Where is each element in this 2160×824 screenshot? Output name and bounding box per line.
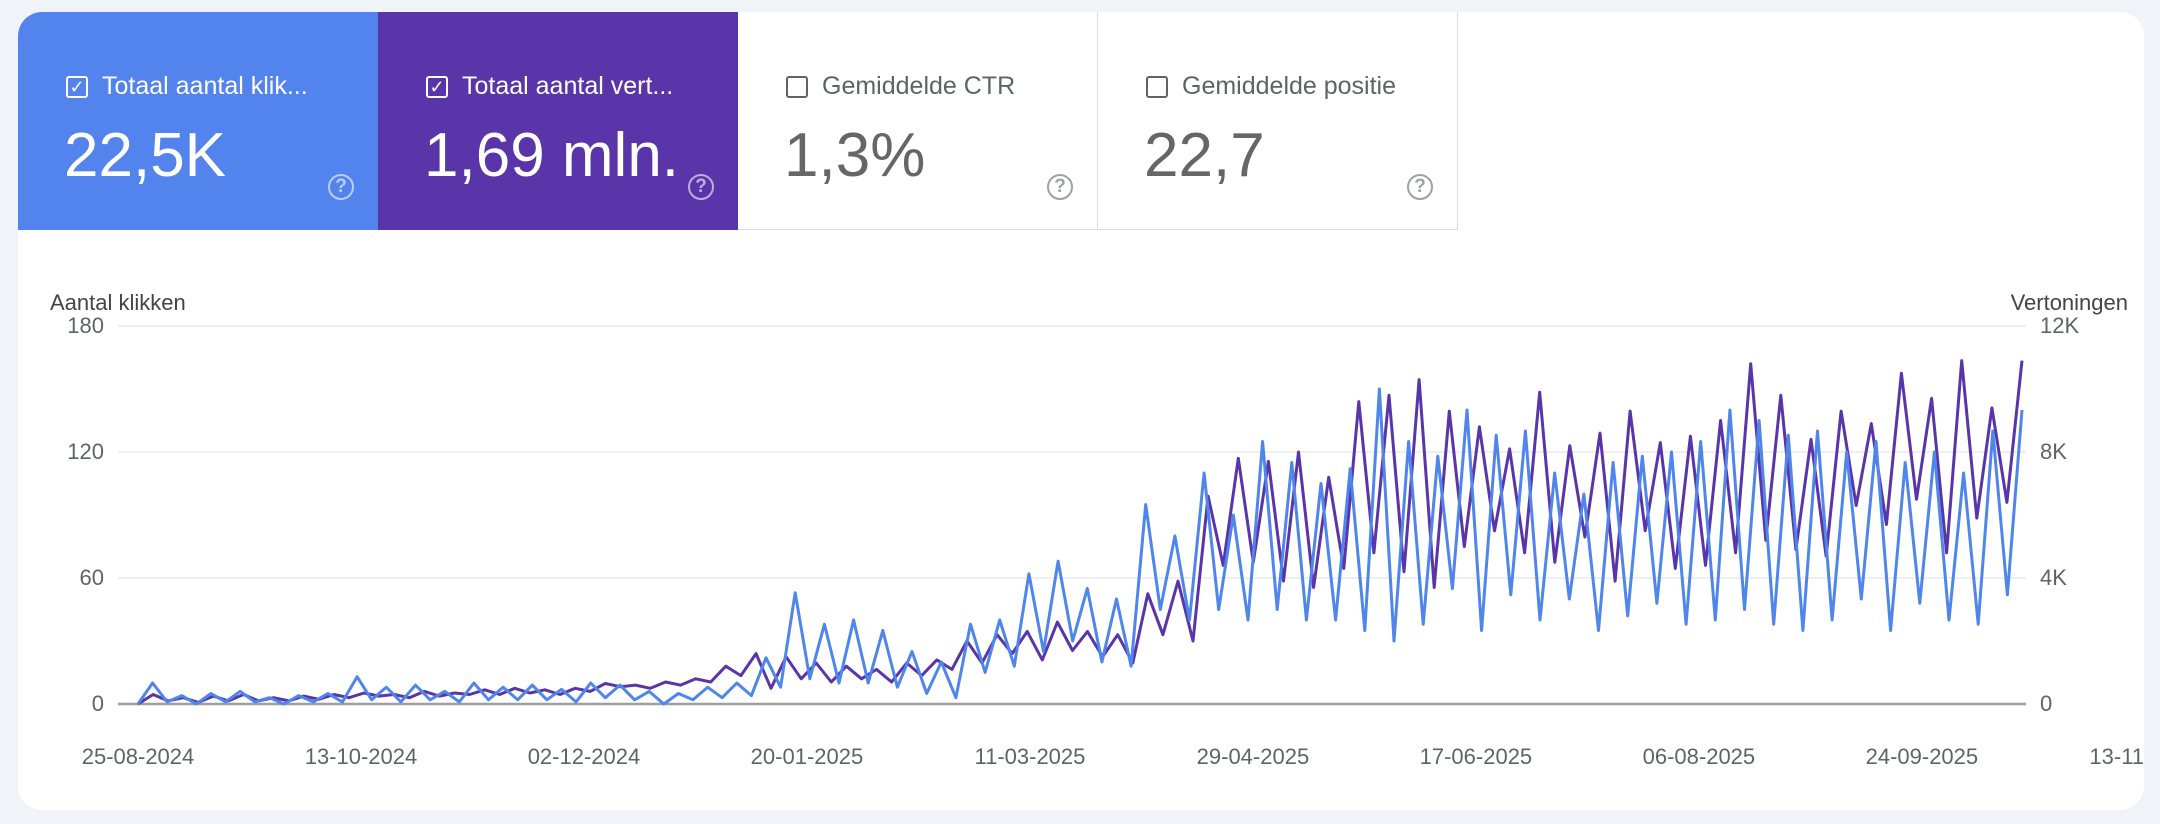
x-tick-label: 24-09-2025 [1865, 744, 1979, 769]
help-icon[interactable]: ? [1047, 174, 1073, 200]
help-icon[interactable]: ? [1407, 174, 1433, 200]
card-header: Gemiddelde CTR [786, 72, 1015, 101]
performance-chart [118, 325, 2026, 706]
x-tick-label: 02-12-2024 [527, 744, 641, 769]
x-tick-label: 11-03-2025 [974, 744, 1086, 769]
card-value: 22,5K [64, 121, 227, 190]
card-label: Totaal aantal klik... [102, 72, 308, 100]
left-tick-label: 0 [91, 691, 104, 716]
metric-card-ctr[interactable]: Gemiddelde CTR 1,3% ? [738, 12, 1098, 230]
right-tick-label: 12K [2040, 313, 2080, 338]
card-header: ✓ Totaal aantal vert... [426, 72, 673, 101]
right-tick-label: 8K [2040, 439, 2067, 464]
card-value: 22,7 [1144, 121, 1265, 190]
clicks-series-line [136, 387, 2024, 706]
card-label: Gemiddelde positie [1182, 72, 1397, 100]
card-value: 1,69 mln. [424, 121, 680, 190]
metric-card-impressions[interactable]: ✓ Totaal aantal vert... 1,69 mln. ? [378, 12, 738, 230]
card-value: 1,3% [784, 121, 926, 190]
right-tick-label: 0 [2040, 691, 2053, 716]
help-icon[interactable]: ? [328, 174, 354, 200]
card-header: ✓ Totaal aantal klik... [66, 72, 308, 101]
left-axis-title: Aantal klikken [50, 290, 186, 315]
checkbox-checked-icon[interactable]: ✓ [66, 75, 88, 98]
metric-card-position[interactable]: Gemiddelde positie 22,7 ? [1098, 12, 1458, 230]
x-tick-label: 17-06-2025 [1419, 744, 1533, 769]
metric-card-clicks[interactable]: ✓ Totaal aantal klik... 22,5K ? [18, 12, 378, 230]
card-header: Gemiddelde positie [1146, 72, 1396, 101]
x-tick-label: 06-08-2025 [1642, 744, 1756, 769]
x-tick-label: 29-04-2025 [1196, 744, 1310, 769]
left-tick-label: 180 [67, 313, 104, 338]
checkbox-checked-icon[interactable]: ✓ [426, 75, 448, 98]
help-icon[interactable]: ? [688, 174, 714, 200]
x-tick-label: 13-10-2024 [304, 744, 418, 769]
right-tick-label: 4K [2040, 565, 2067, 590]
metric-cards: ✓ Totaal aantal klik... 22,5K ? ✓ Totaal a… [18, 12, 1458, 230]
right-axis-title: Vertoningen [2010, 290, 2128, 315]
x-tick-label: 25-08-2024 [81, 744, 195, 769]
left-tick-label: 60 [79, 565, 104, 590]
checkbox-unchecked-icon[interactable] [786, 75, 808, 98]
left-tick-label: 120 [67, 439, 104, 464]
checkbox-unchecked-icon[interactable] [1146, 75, 1168, 98]
x-tick-label: 13-11-2025 [2089, 744, 2144, 769]
x-tick-label: 20-01-2025 [750, 744, 864, 769]
performance-panel: ✓ Totaal aantal klik... 22,5K ? ✓ Totaal a… [18, 12, 2144, 810]
card-label: Gemiddelde CTR [822, 72, 1016, 100]
card-label: Totaal aantal vert... [462, 72, 674, 100]
